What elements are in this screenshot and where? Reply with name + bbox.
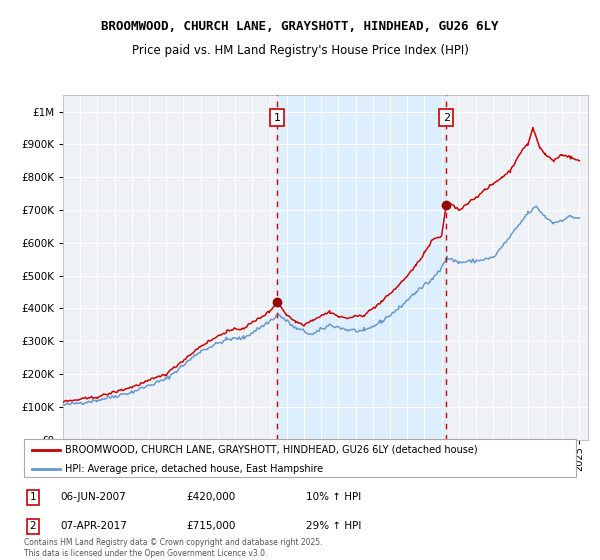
- Text: 06-JUN-2007: 06-JUN-2007: [60, 492, 126, 502]
- Text: £715,000: £715,000: [186, 521, 235, 531]
- Text: £420,000: £420,000: [186, 492, 235, 502]
- Bar: [277, 95, 446, 440]
- Text: 1: 1: [29, 492, 37, 502]
- Text: HPI: Average price, detached house, East Hampshire: HPI: Average price, detached house, East…: [65, 464, 323, 474]
- Text: 07-APR-2017: 07-APR-2017: [60, 521, 127, 531]
- Text: BROOMWOOD, CHURCH LANE, GRAYSHOTT, HINDHEAD, GU26 6LY: BROOMWOOD, CHURCH LANE, GRAYSHOTT, HINDH…: [101, 20, 499, 32]
- Text: 10% ↑ HPI: 10% ↑ HPI: [306, 492, 361, 502]
- Text: BROOMWOOD, CHURCH LANE, GRAYSHOTT, HINDHEAD, GU26 6LY (detached house): BROOMWOOD, CHURCH LANE, GRAYSHOTT, HINDH…: [65, 445, 478, 455]
- Text: 1: 1: [274, 113, 281, 123]
- Text: Contains HM Land Registry data © Crown copyright and database right 2025.
This d: Contains HM Land Registry data © Crown c…: [24, 538, 323, 558]
- Text: 2: 2: [443, 113, 450, 123]
- Text: 29% ↑ HPI: 29% ↑ HPI: [306, 521, 361, 531]
- FancyBboxPatch shape: [24, 439, 576, 477]
- Text: 2: 2: [29, 521, 37, 531]
- Text: Price paid vs. HM Land Registry's House Price Index (HPI): Price paid vs. HM Land Registry's House …: [131, 44, 469, 57]
